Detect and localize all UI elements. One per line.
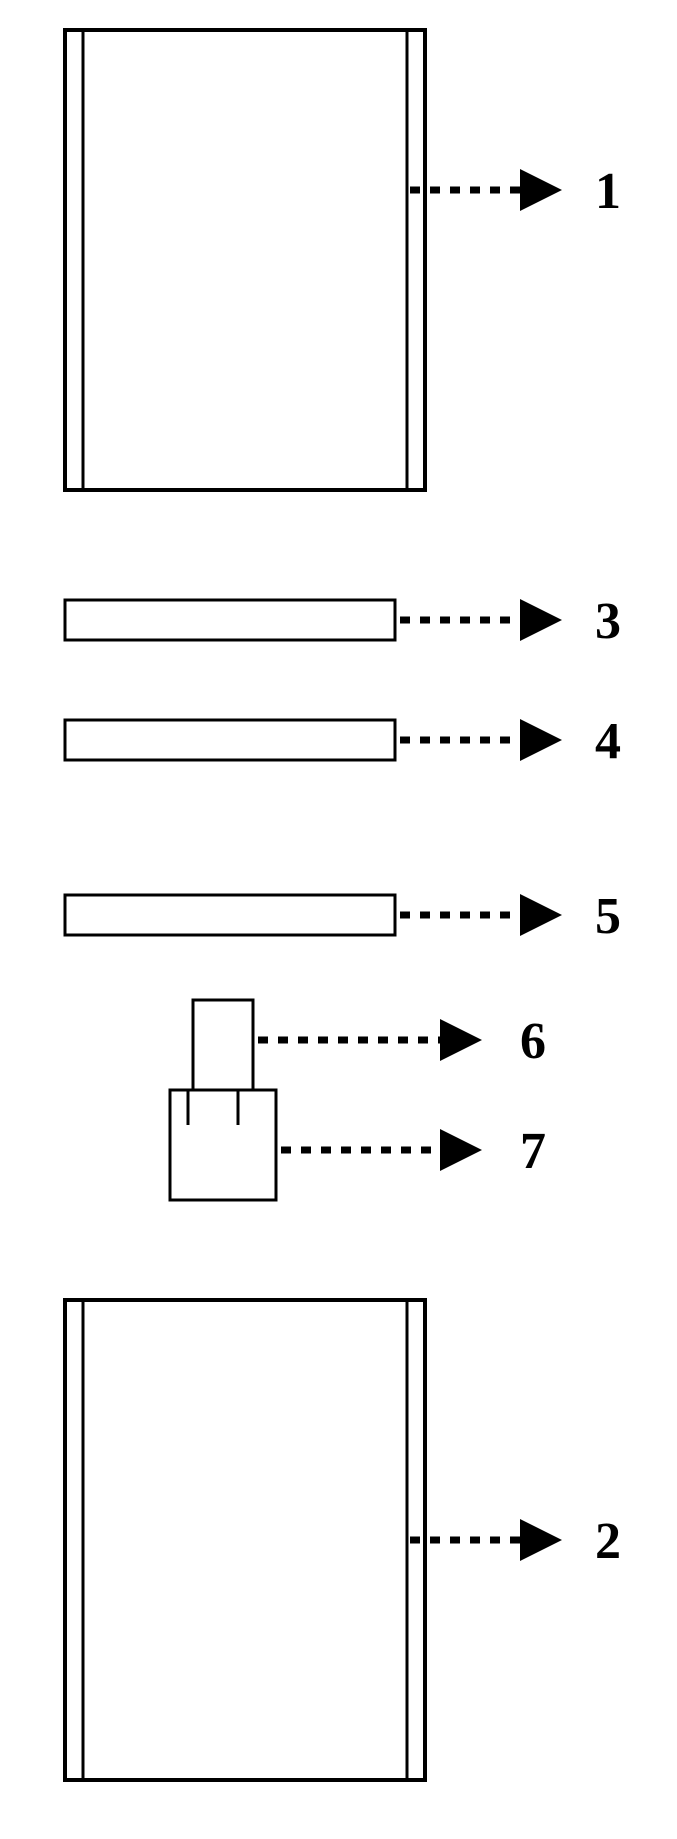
label-6: 6	[520, 1013, 546, 1070]
bar-3	[65, 600, 395, 640]
bar-4	[65, 720, 395, 760]
label-3: 3	[595, 593, 621, 650]
bar-5	[65, 895, 395, 935]
label-7: 7	[520, 1123, 546, 1180]
label-5: 5	[595, 888, 621, 945]
piece-6	[193, 1000, 253, 1090]
block-1-outer	[65, 30, 425, 490]
piece-7	[170, 1090, 276, 1200]
label-2: 2	[595, 1513, 621, 1570]
diagram-canvas: 1 3 4 5 6 7 2	[0, 0, 677, 1839]
block-2-outer	[65, 1300, 425, 1780]
label-4: 4	[595, 713, 621, 770]
label-1: 1	[595, 163, 621, 220]
